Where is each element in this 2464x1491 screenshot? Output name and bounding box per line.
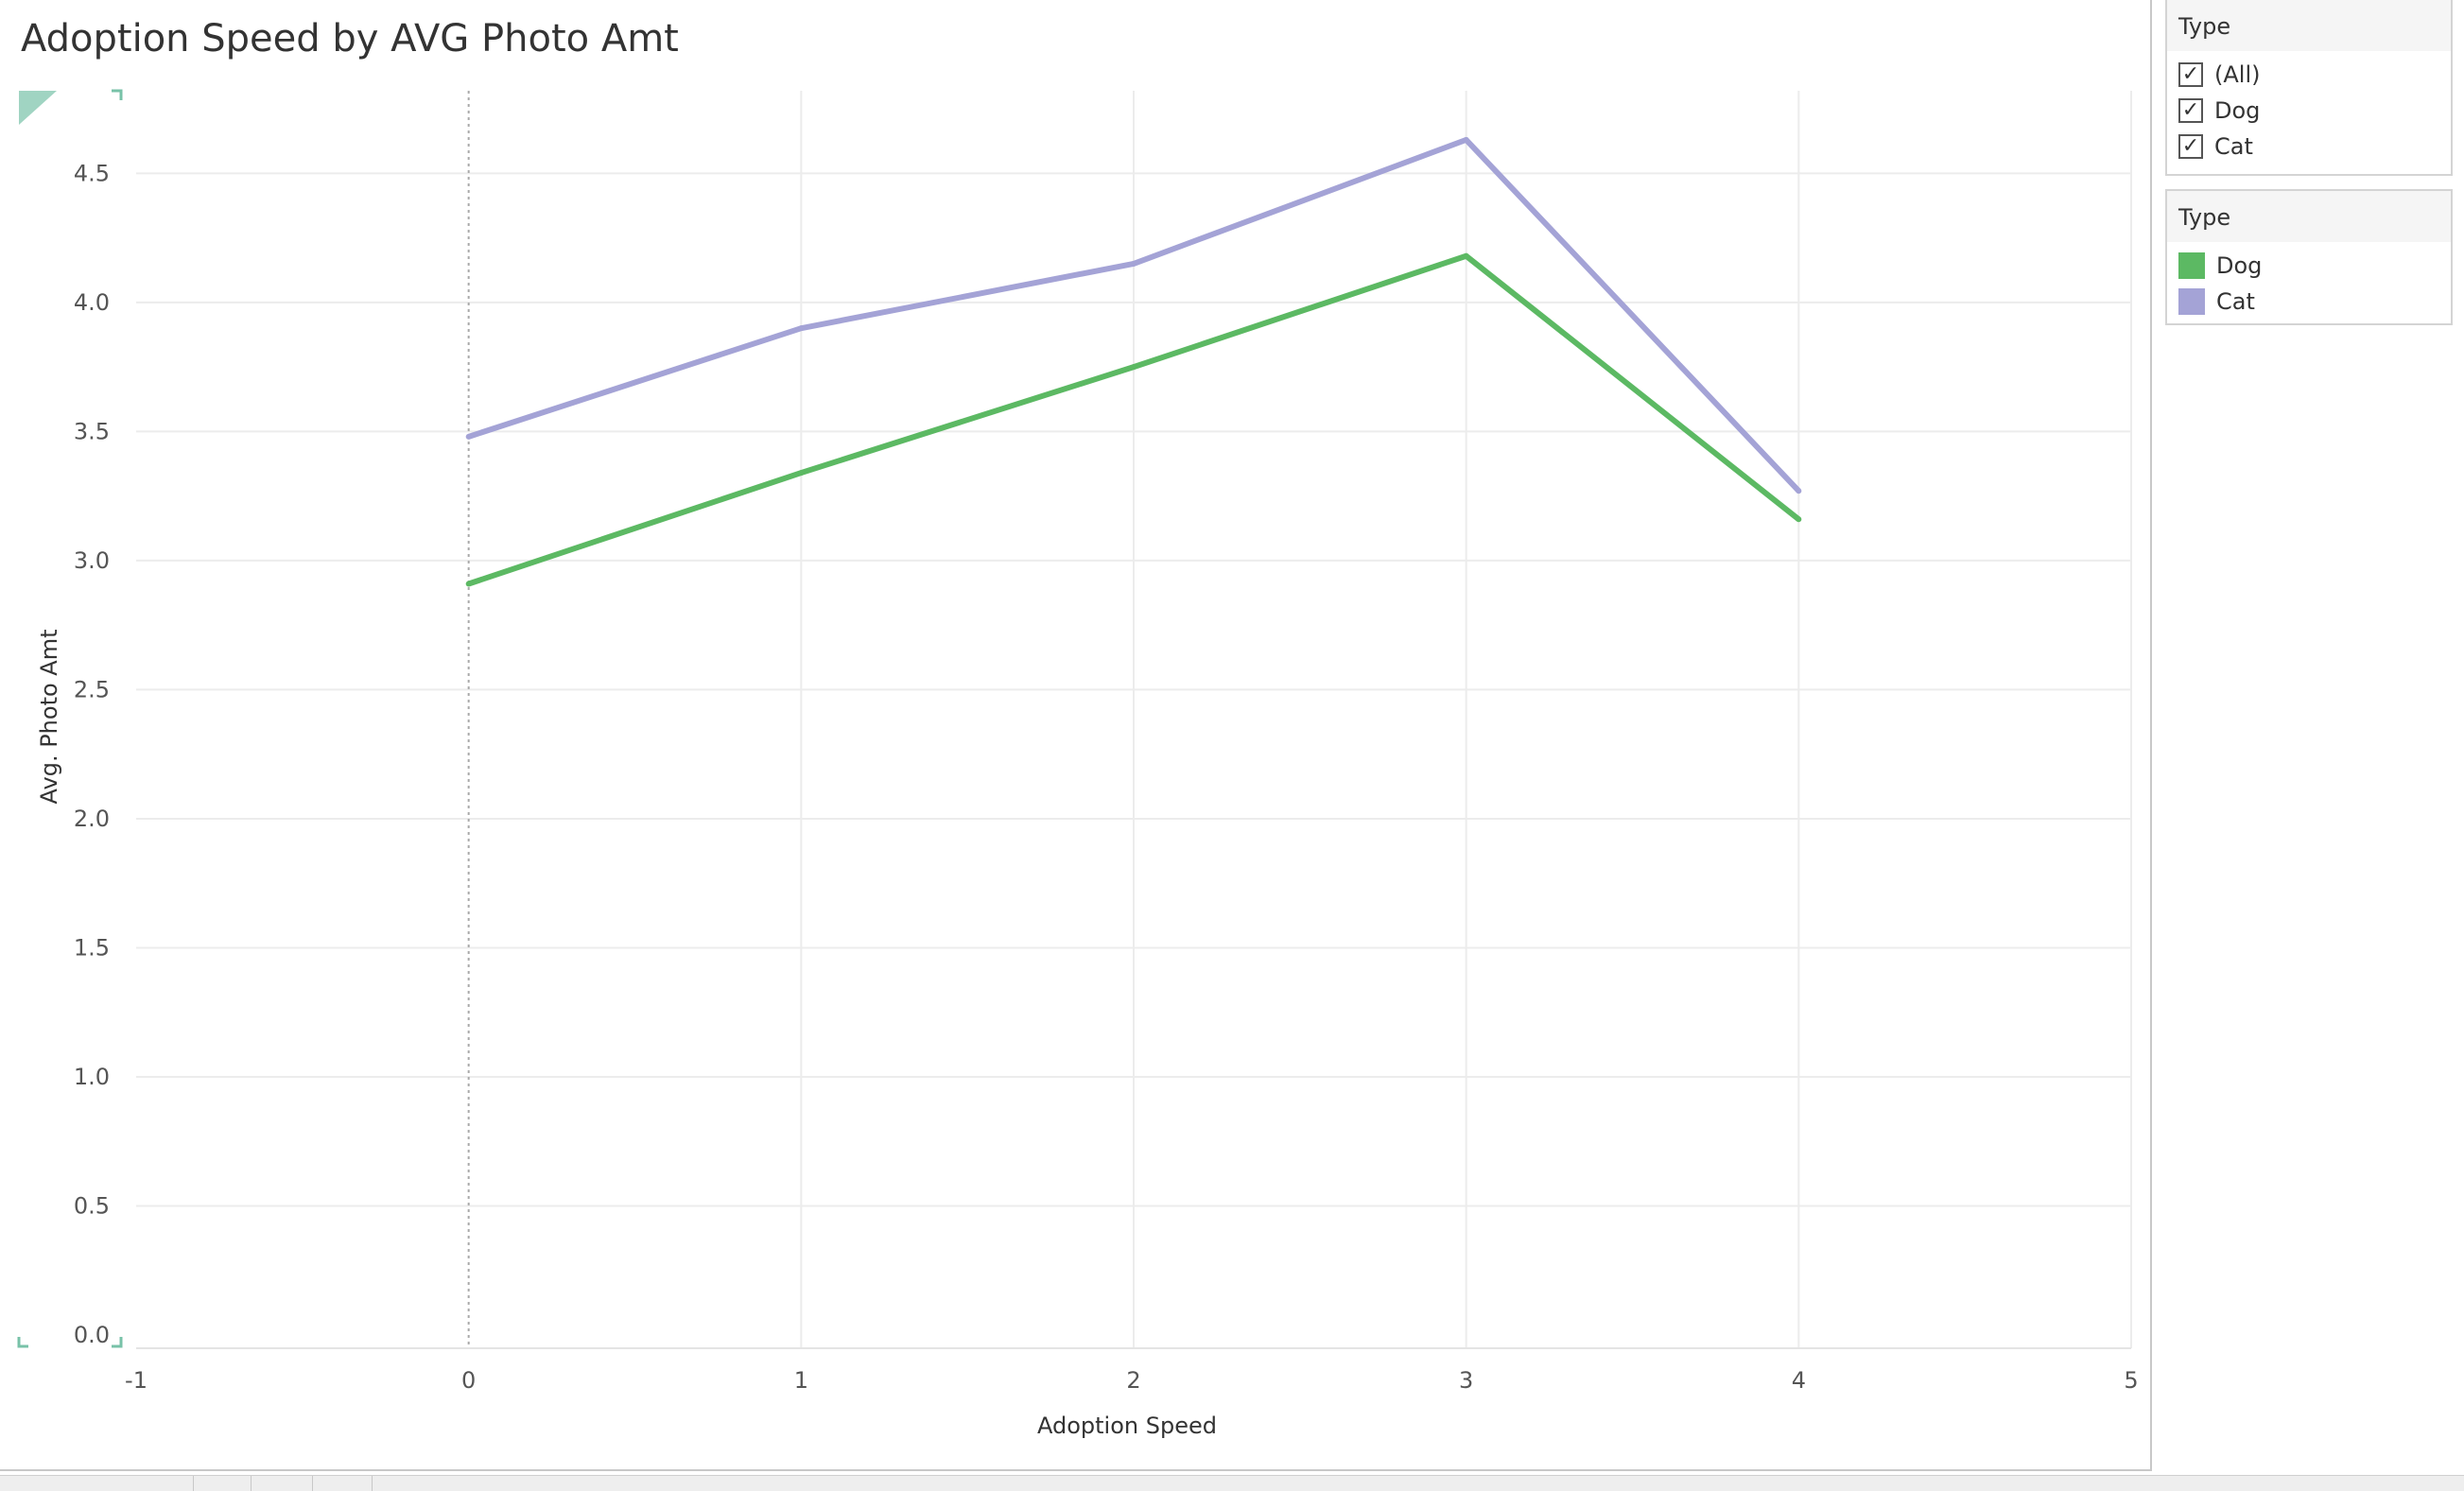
legend-item-dog[interactable]: Dog <box>2178 250 2443 282</box>
chart-title: Adoption Speed by AVG Photo Amt <box>21 17 679 61</box>
x-tick-label: 3 <box>1459 1367 1473 1394</box>
sheet-tab[interactable] <box>194 1476 252 1491</box>
legend-item-label: Dog <box>2216 252 2263 279</box>
x-axis-title: Adoption Speed <box>1037 1413 1217 1439</box>
data-point-dog[interactable] <box>465 581 472 587</box>
y-tick-label: 1.0 <box>74 1064 110 1090</box>
legend-item-cat[interactable]: Cat <box>2178 286 2443 318</box>
data-point-cat[interactable] <box>798 325 805 332</box>
data-point-cat[interactable] <box>1131 260 1137 267</box>
y-tick-label: 4.5 <box>74 160 110 186</box>
series-layer <box>465 136 1802 587</box>
filter-item-cat[interactable]: ✓ Cat <box>2178 130 2443 163</box>
x-tick-label: 1 <box>794 1367 808 1394</box>
corner-marks <box>17 89 123 1348</box>
x-tick-label: 0 <box>461 1367 476 1394</box>
data-point-dog[interactable] <box>1131 364 1137 371</box>
corner-bracket-top-right <box>112 89 123 100</box>
y-tick-label: 3.0 <box>74 547 110 574</box>
type-filter-panel: Type ✓ (All) ✓ Dog ✓ Cat <box>2165 0 2453 176</box>
data-point-dog[interactable] <box>1796 516 1802 523</box>
y-tick-label: 2.0 <box>74 806 110 832</box>
corner-bracket-bottom-right <box>112 1337 123 1348</box>
y-tick-label: 0.5 <box>74 1192 110 1219</box>
legend-swatch <box>2178 252 2205 279</box>
checkbox-checked-icon[interactable]: ✓ <box>2178 98 2203 123</box>
grid-layer <box>136 91 2132 1349</box>
dashboard-view: Adoption Speed by AVG Photo Amt 0.0 0.5 1.… <box>0 0 2152 1471</box>
filter-item-all[interactable]: ✓ (All) <box>2178 59 2443 91</box>
filter-item-dog[interactable]: ✓ Dog <box>2178 95 2443 127</box>
x-tick-label: 2 <box>1126 1367 1140 1394</box>
data-point-cat[interactable] <box>1796 488 1802 494</box>
filter-item-label: Dog <box>2214 97 2261 124</box>
filter-item-label: Cat <box>2214 133 2253 160</box>
line-chart: 0.0 0.5 1.0 1.5 2.0 2.5 3.0 3.5 4.0 4.5 -1 0 1 2 3 4 5 A… <box>17 89 2139 1439</box>
legend-item-label: Cat <box>2216 288 2255 315</box>
filter-title: Type <box>2167 0 2451 51</box>
x-tick-label: 4 <box>1792 1367 1806 1394</box>
y-tick-label: 4.0 <box>74 289 110 316</box>
y-tick-label: 3.5 <box>74 418 110 444</box>
sheet-tab[interactable] <box>0 1476 194 1491</box>
data-point-dog[interactable] <box>1463 252 1469 259</box>
sheet-tab-strip <box>0 1475 2464 1491</box>
data-point-cat[interactable] <box>1463 136 1469 143</box>
checkbox-checked-icon[interactable]: ✓ <box>2178 134 2203 159</box>
corner-triangle-icon <box>19 91 57 125</box>
data-point-dog[interactable] <box>798 470 805 477</box>
y-tick-label: 0.0 <box>74 1322 110 1348</box>
sheet-tab[interactable] <box>313 1476 373 1491</box>
color-legend-panel: Type Dog Cat <box>2165 189 2453 325</box>
data-point-cat[interactable] <box>465 433 472 440</box>
axis-layer: 0.0 0.5 1.0 1.5 2.0 2.5 3.0 3.5 4.0 4.5 -1 0 1 2 3 4 5 <box>74 160 2139 1394</box>
corner-bracket-bottom-left <box>17 1337 28 1348</box>
y-tick-label: 1.5 <box>74 934 110 961</box>
legend-swatch <box>2178 288 2205 315</box>
x-tick-label: -1 <box>125 1367 147 1394</box>
y-axis-title: Avg. Photo Amt <box>36 629 62 804</box>
x-tick-label: 5 <box>2124 1367 2138 1394</box>
checkbox-checked-icon[interactable]: ✓ <box>2178 62 2203 87</box>
filter-item-label: (All) <box>2214 61 2261 88</box>
sheet-tab[interactable] <box>252 1476 313 1491</box>
y-tick-label: 2.5 <box>74 676 110 702</box>
legend-title: Type <box>2167 191 2451 242</box>
